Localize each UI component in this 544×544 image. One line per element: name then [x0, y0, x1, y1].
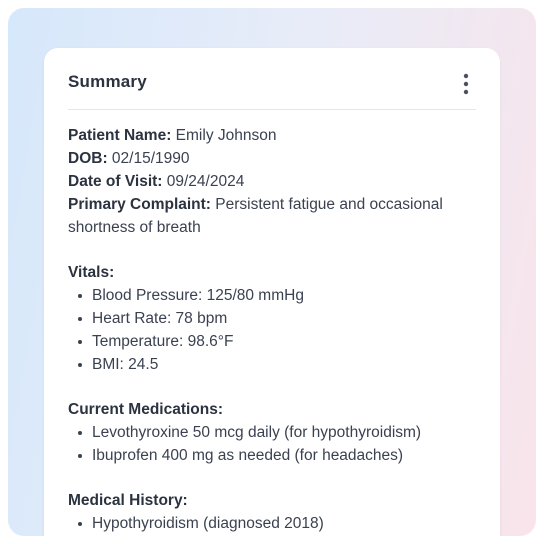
visit-date-value: 09/24/2024: [162, 173, 245, 190]
vitals-list: Blood Pressure: 125/80 mmHg Heart Rate: …: [68, 284, 476, 376]
patient-name-label: Patient Name:: [68, 127, 172, 144]
medical-history-heading: Medical History:: [68, 492, 188, 509]
more-vertical-icon: [463, 73, 469, 95]
medications-list: Levothyroxine 50 mcg daily (for hypothyr…: [68, 421, 476, 467]
vitals-item: Blood Pressure: 125/80 mmHg: [68, 284, 476, 307]
primary-complaint-row: Primary Complaint: Persistent fatigue an…: [68, 193, 476, 239]
dob-value: 02/15/1990: [107, 150, 190, 167]
medication-item: Ibuprofen 400 mg as needed (for headache…: [68, 444, 476, 467]
medical-history-list: Hypothyroidism (diagnosed 2018): [68, 512, 476, 535]
medication-item: Levothyroxine 50 mcg daily (for hypothyr…: [68, 421, 476, 444]
medical-history-item: Hypothyroidism (diagnosed 2018): [68, 512, 476, 535]
dob-label: DOB:: [68, 150, 108, 167]
medications-heading: Current Medications:: [68, 401, 224, 418]
dob-row: DOB: 02/15/1990: [68, 147, 476, 170]
vitals-heading: Vitals:: [68, 264, 115, 281]
vitals-item: Heart Rate: 78 bpm: [68, 307, 476, 330]
primary-complaint-label: Primary Complaint:: [68, 196, 211, 213]
patient-name-row: Patient Name: Emily Johnson: [68, 124, 476, 147]
vitals-item: BMI: 24.5: [68, 353, 476, 376]
vitals-item: Temperature: 98.6°F: [68, 330, 476, 353]
summary-card: Summary Patient Name: Emily Johnson DOB:…: [44, 48, 500, 536]
background-frame: Summary Patient Name: Emily Johnson DOB:…: [8, 8, 536, 536]
primary-complaint-value: Persistent fatigue and occasional shortn…: [68, 196, 443, 236]
patient-name-value: Emily Johnson: [171, 127, 277, 144]
visit-date-label: Date of Visit:: [68, 173, 163, 190]
visit-date-row: Date of Visit: 09/24/2024: [68, 170, 476, 193]
summary-content: Patient Name: Emily Johnson DOB: 02/15/1…: [68, 124, 476, 535]
more-options-button[interactable]: [456, 72, 476, 96]
card-title: Summary: [68, 72, 147, 91]
card-header: Summary: [68, 48, 476, 110]
